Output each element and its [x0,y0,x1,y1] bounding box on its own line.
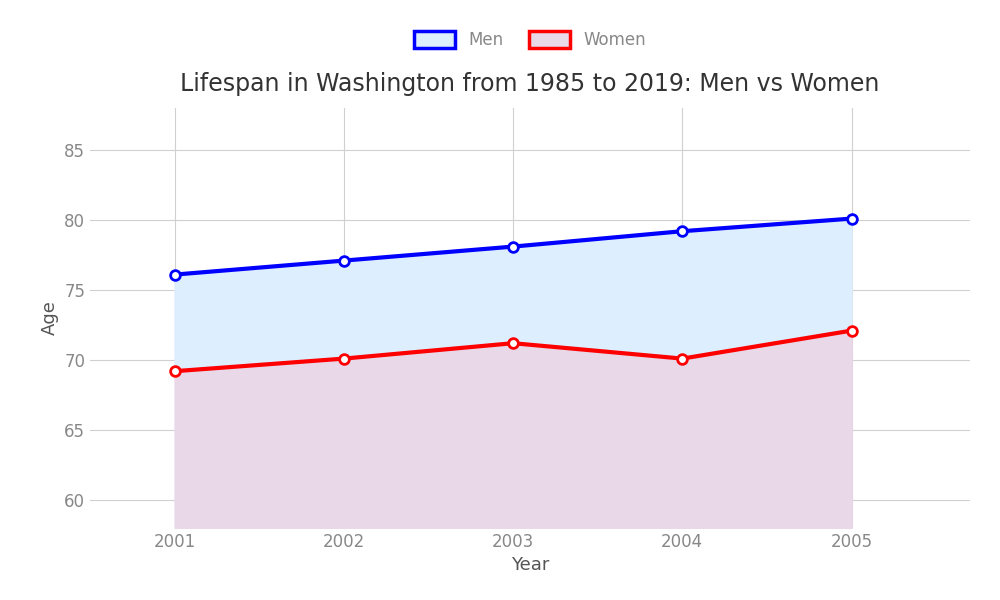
Legend: Men, Women: Men, Women [407,24,653,55]
Y-axis label: Age: Age [41,301,59,335]
Title: Lifespan in Washington from 1985 to 2019: Men vs Women: Lifespan in Washington from 1985 to 2019… [180,73,880,97]
X-axis label: Year: Year [511,556,549,574]
